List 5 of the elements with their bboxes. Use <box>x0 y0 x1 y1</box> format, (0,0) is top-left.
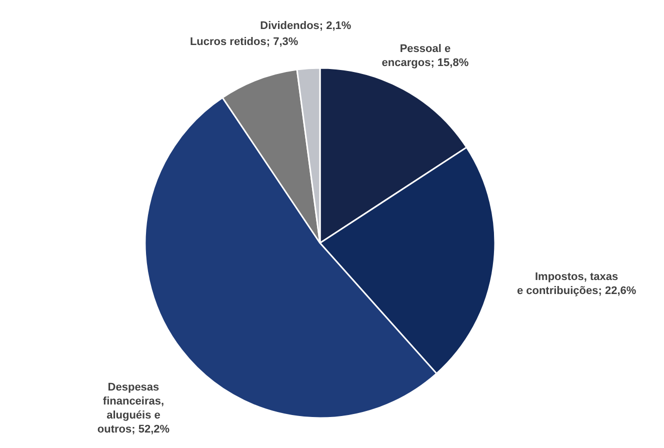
slice-label: Dividendos; 2,1% <box>260 20 352 32</box>
slice-label: Pessoal e encargos; 15,8% <box>382 42 469 69</box>
slice-label: Lucros retidos; 7,3% <box>190 36 298 48</box>
slice-label: Impostos, taxas e contribuições; 22,6% <box>516 271 636 298</box>
slice-label: Despesas financeiras, aluguéis e outros; 52,2% <box>97 382 170 436</box>
